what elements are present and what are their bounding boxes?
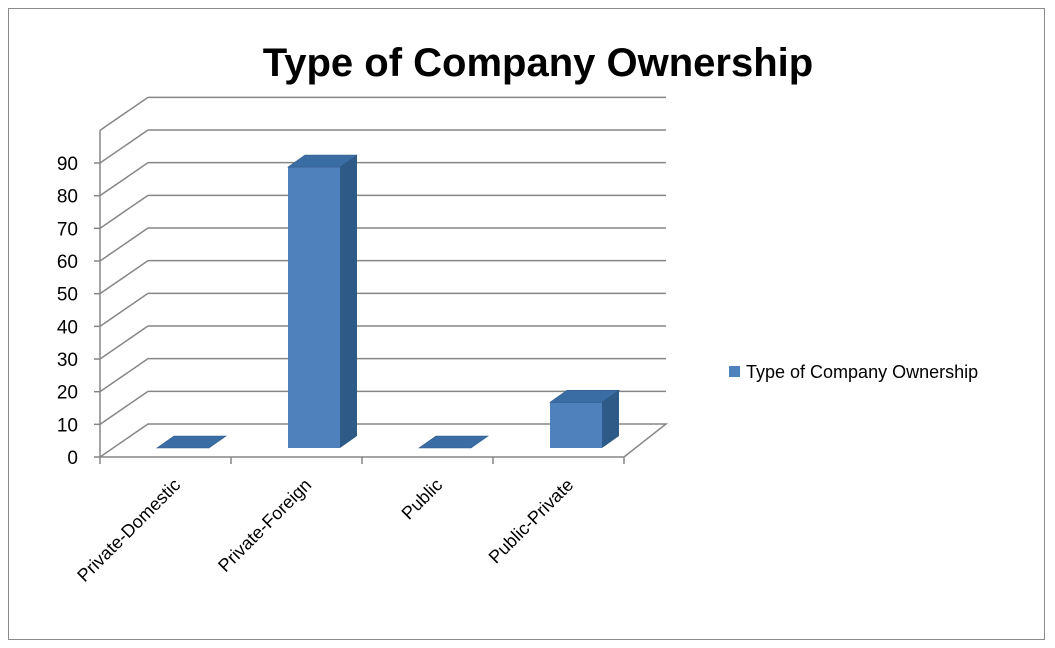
grid: [99, 96, 666, 425]
y-tick-label: 30: [57, 350, 78, 371]
legend: Type of Company Ownership: [729, 362, 978, 382]
bar-front: [550, 402, 602, 448]
bar-top: [418, 435, 489, 449]
y-tick-label: 90: [57, 154, 78, 175]
axes: [94, 130, 669, 464]
y-tick-label: 80: [57, 187, 78, 208]
y-tick-label: 70: [57, 219, 78, 240]
bar: [549, 389, 620, 448]
x-tick-label: Public: [398, 475, 447, 524]
bar-top: [156, 435, 227, 449]
y-tick-label: 40: [57, 317, 78, 338]
side-gridline: [99, 325, 149, 360]
bar-side: [340, 155, 357, 449]
bar: [287, 154, 358, 449]
legend-swatch: [729, 366, 740, 377]
y-tick-label: 60: [57, 252, 78, 273]
side-gridline: [99, 390, 149, 425]
side-gridline: [99, 129, 149, 164]
bar-top: [287, 154, 358, 168]
bar-side: [602, 390, 619, 448]
y-tick-label: 50: [57, 285, 78, 306]
chart-title: Type of Company Ownership: [263, 41, 813, 85]
side-gridline: [99, 162, 149, 197]
side-gridline: [99, 227, 149, 262]
y-tick-label: 10: [57, 415, 78, 436]
x-tick-labels: Private-Domestic Private-Foreign Public Pub…: [73, 475, 577, 586]
x-tick-label: Public-Private: [485, 475, 578, 568]
y-tick-label: 20: [57, 383, 78, 404]
x-tick-label: Private-Foreign: [214, 475, 315, 576]
y-tick-labels: 0 10 20 30 40 50 60 70 80 90: [57, 154, 78, 469]
side-gridline: [99, 96, 149, 131]
bar-front: [288, 167, 340, 449]
side-gridline: [99, 260, 149, 295]
side-gridline: [99, 358, 149, 393]
legend-label: Type of Company Ownership: [746, 362, 978, 382]
bar: [418, 435, 489, 449]
chart-frame: [8, 8, 1045, 640]
side-gridline: [99, 292, 149, 327]
bar: [156, 435, 227, 449]
y-tick-label: 0: [67, 448, 78, 469]
x-tick-label: Private-Domestic: [73, 475, 184, 586]
side-gridline: [99, 194, 149, 229]
bar-top: [549, 389, 620, 403]
bars: [156, 154, 620, 449]
floor: [97, 423, 669, 458]
